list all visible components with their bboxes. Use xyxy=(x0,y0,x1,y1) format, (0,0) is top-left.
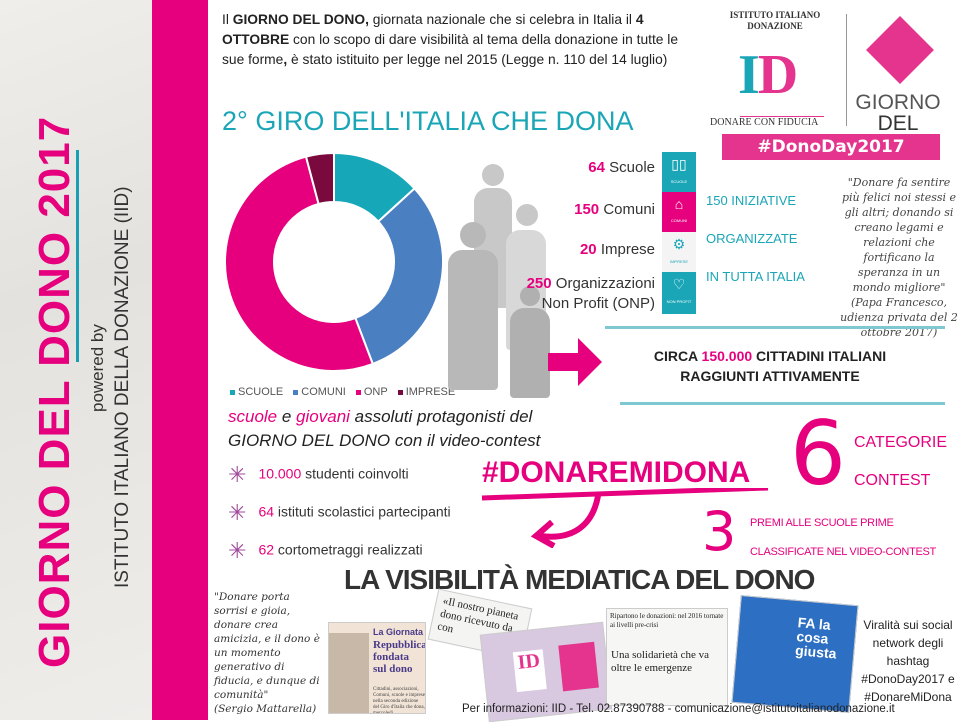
asterisk-icon: ✳ xyxy=(228,462,247,487)
curved-arrow-icon xyxy=(481,488,769,548)
categories-number: 6 xyxy=(790,402,846,505)
categories-label: CATEGORIE CONTEST xyxy=(854,434,948,489)
contest-intro: scuole e giovani assoluti protagonisti d… xyxy=(228,407,541,450)
stat-scuole: 64 Scuole xyxy=(588,159,655,176)
logo-divider xyxy=(846,14,847,126)
legend-swatch xyxy=(293,389,299,395)
divider xyxy=(76,150,79,362)
stat-comuni: 150 Comuni xyxy=(574,201,655,218)
asterisk-icon: ✳ xyxy=(228,500,247,525)
news-clipping: La Giornata Repubblica fondata sul dono … xyxy=(328,622,426,714)
iid-tagline: DONARE CON FIDUCIA xyxy=(710,117,819,128)
organization-name: ISTITUTO ITALIANO DELLA DONAZIONE (IID) xyxy=(112,186,133,588)
legend-item-onp: ONP xyxy=(355,386,388,398)
donut-slice-comuni xyxy=(354,187,444,366)
sidebar-title: GIORNO DEL DONO 2017 xyxy=(30,115,79,668)
building-icon: ⌂ COMUNI xyxy=(662,192,696,232)
legend-swatch xyxy=(397,389,403,395)
viral-text: Viralità sui social network degli hashta… xyxy=(861,618,955,704)
bullet-item: ✳ 64 istituti scolastici partecipanti xyxy=(228,500,451,525)
logo: ISTITUTO ITALIANO DONAZIONE ID DONARE CO… xyxy=(700,4,948,160)
book-icon: ▯▯ SCUOLE xyxy=(662,152,696,192)
donut-chart xyxy=(224,151,444,372)
iid-logo: ISTITUTO ITALIANO DONAZIONE ID xyxy=(710,10,836,126)
media-heading: LA VISIBILITÀ MEDIATICA DEL DONO xyxy=(344,564,815,595)
gears-icon: ⚙ IMPRESE xyxy=(662,232,696,272)
legend-item-imprese: IMPRESE xyxy=(397,386,455,398)
bullet-item: ✳ 62 cortometraggi realizzati xyxy=(228,538,423,563)
bullet-item: ✳ 10.000 studenti coinvolti xyxy=(228,462,409,487)
prizes-label: PREMI ALLE SCUOLE PRIME CLASSIFICATE NEL … xyxy=(750,517,936,558)
footer-contact: Per informazioni: IID - Tel. 02.87390788… xyxy=(462,703,895,715)
logo-underline xyxy=(740,116,824,117)
chart-legend: SCUOLE COMUNI ONP IMPRESE xyxy=(230,386,455,398)
hashtag-banner: #DonoDay2017 xyxy=(722,134,940,160)
reach-text: CIRCA 150.000 CITTADINI ITALIANI RAGGIUNT… xyxy=(653,348,887,384)
legend-item-scuole: SCUOLE xyxy=(230,386,283,398)
prizes-number: 3 xyxy=(702,500,737,563)
powered-by: powered by xyxy=(88,324,107,412)
stat-onp: 250 Organizzazioni Non Profit (ONP) xyxy=(526,275,655,312)
diamond-emblem-icon xyxy=(866,16,934,84)
divider xyxy=(620,402,945,405)
arrow-right-icon xyxy=(548,338,602,386)
iid-arc-text: ISTITUTO ITALIANO DONAZIONE xyxy=(729,10,821,31)
initiatives-text: 150 INIZIATIVE ORGANIZZATE IN TUTTA ITALIA xyxy=(706,193,805,284)
legend-swatch xyxy=(230,389,235,395)
news-clipping: Ripartono le donazioni: nel 2016 tornate… xyxy=(606,608,728,706)
legend-swatch xyxy=(355,389,361,395)
iid-letters: ID xyxy=(738,44,798,106)
stat-imprese: 20 Imprese xyxy=(579,241,655,258)
heart-icon: ♡ NON PROFIT xyxy=(662,272,696,314)
legend-item-comuni: COMUNI xyxy=(293,386,346,398)
divider xyxy=(605,326,945,329)
contest-hashtag: #DONAREMIDONA xyxy=(482,456,751,489)
pope-quote: "Donare fa sentire più felici noi stessi… xyxy=(840,176,958,339)
intro-paragraph: Il GIORNO DEL DONO, giornata nazionale c… xyxy=(222,12,679,67)
donut-slice-onp xyxy=(224,155,375,372)
mattarella-quote: "Donare porta sorrisi e gioia, donare cr… xyxy=(214,591,320,715)
asterisk-icon: ✳ xyxy=(228,538,247,563)
section-heading: 2° GIRO DELL'ITALIA CHE DONA xyxy=(222,106,634,136)
people-silhouettes-icon xyxy=(440,160,570,400)
pink-band xyxy=(152,0,208,720)
donut-slice-imprese xyxy=(304,151,335,206)
tv-screenshot: FA la cosa giusta xyxy=(731,595,859,713)
